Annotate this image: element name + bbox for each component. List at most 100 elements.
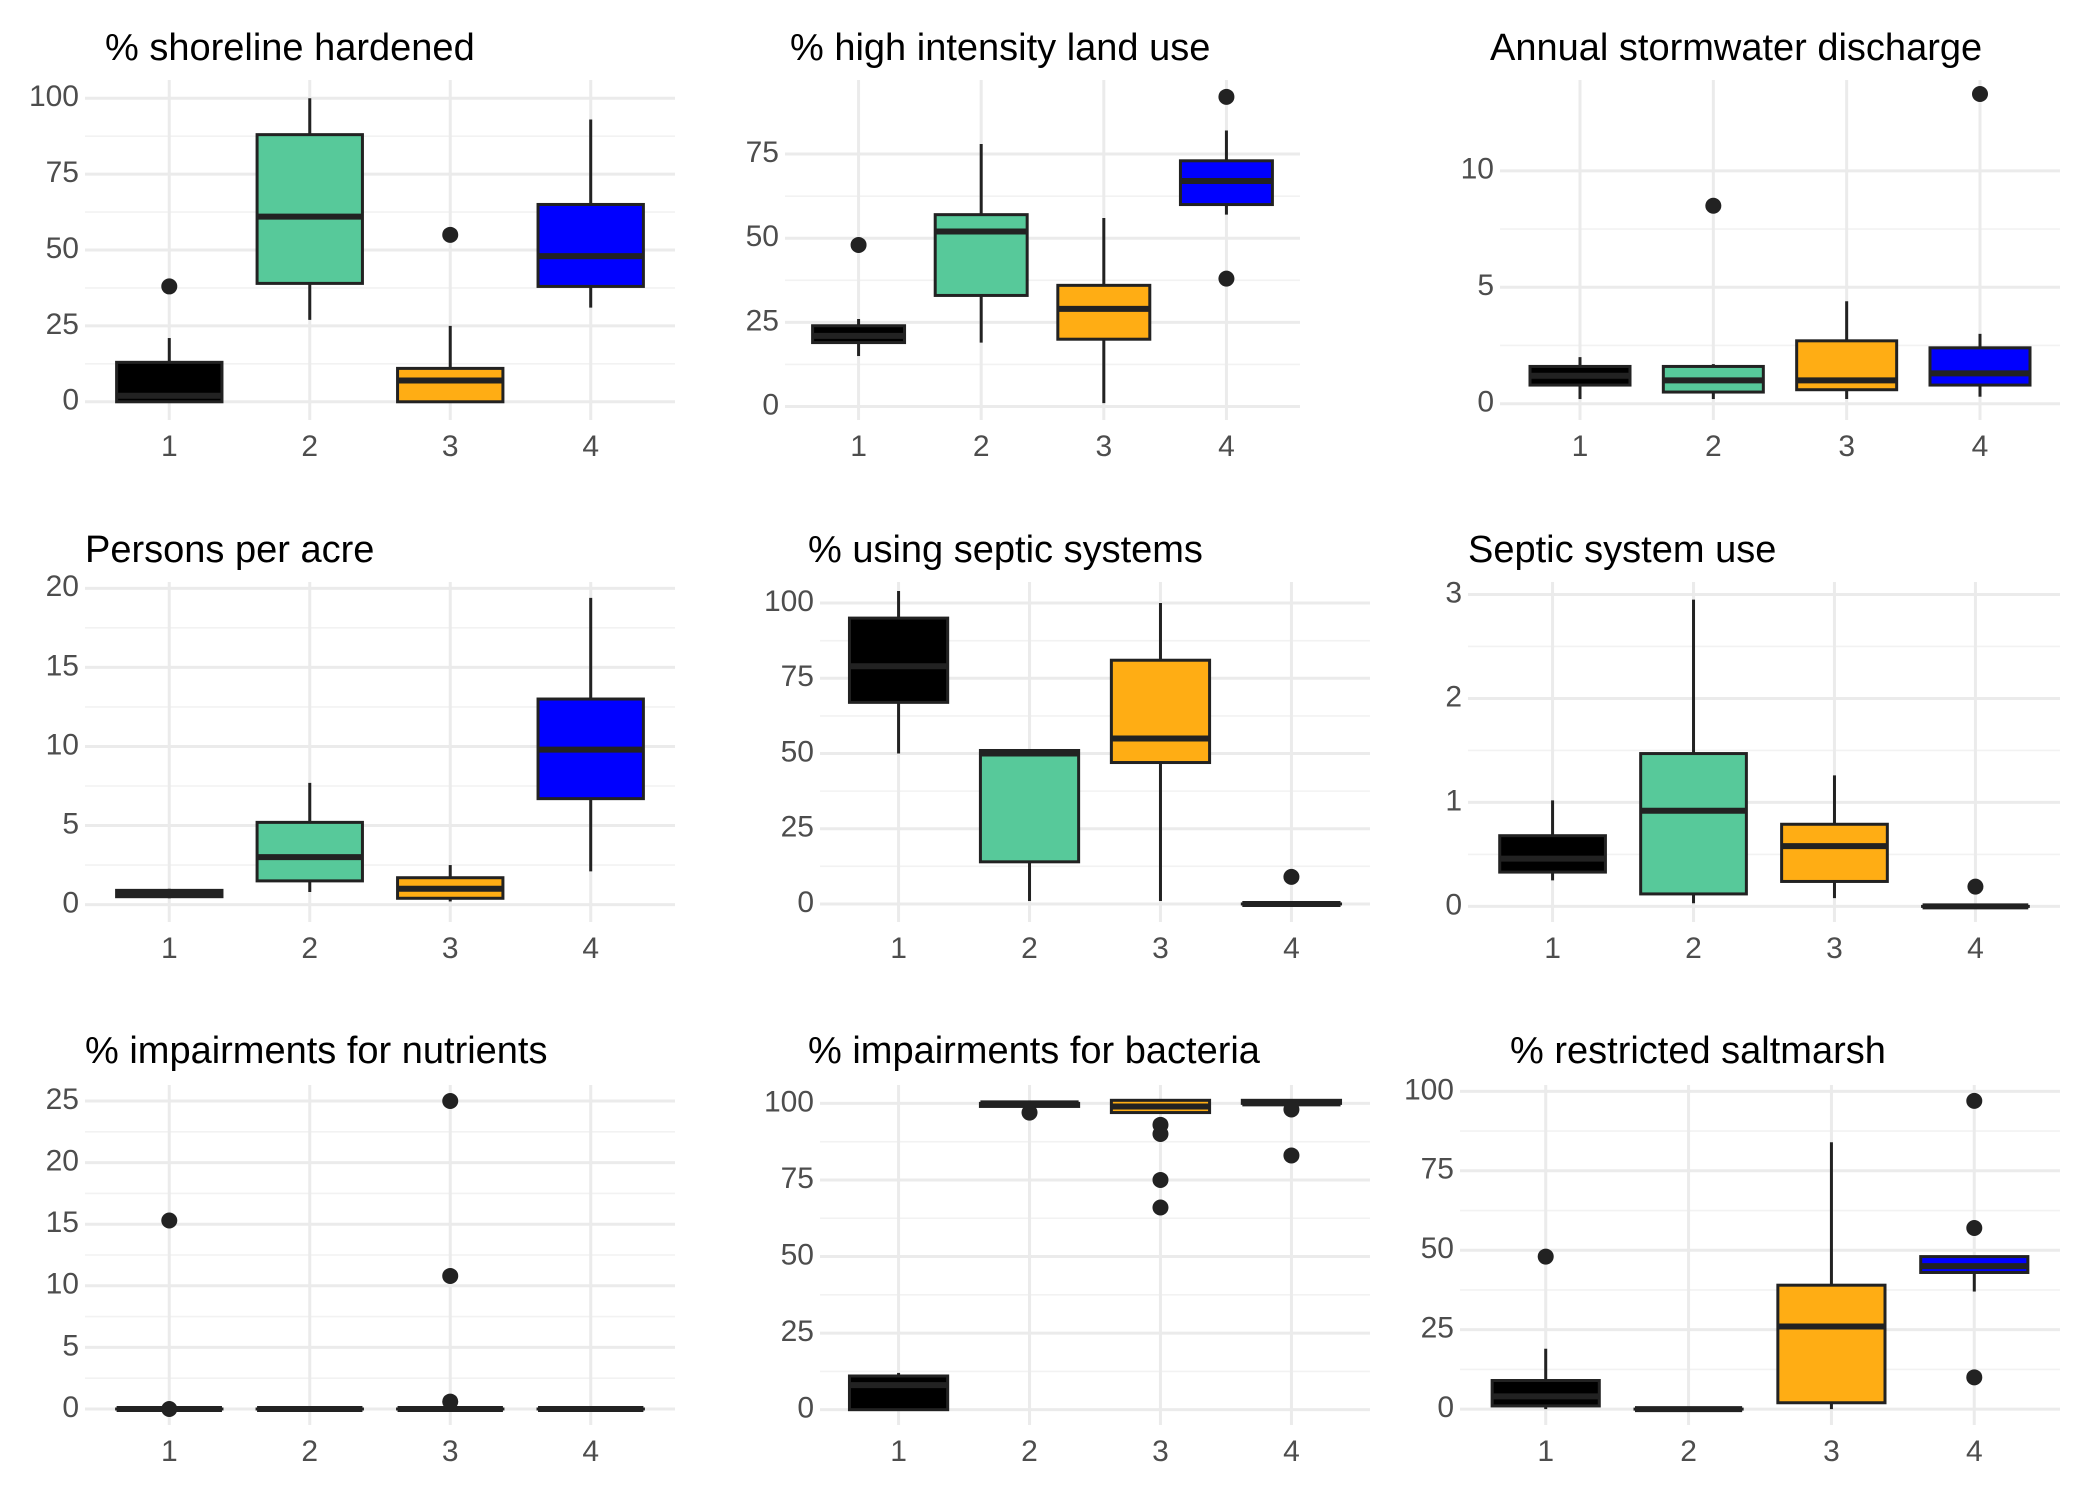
y-tick-label: 0 (62, 887, 79, 920)
panel-4: Persons per acre 0 5 10 15 20 1 2 3 4 (46, 529, 675, 965)
panel-title: % impairments for nutrients (85, 1030, 548, 1072)
y-tick-label: 0 (797, 886, 814, 919)
box (396, 366, 505, 404)
outlier-point (1218, 88, 1235, 105)
panel-title: Persons per acre (85, 529, 374, 571)
x-tick-label: 3 (442, 932, 459, 965)
x-tick-label: 4 (582, 1435, 599, 1468)
y-tick-label: 15 (46, 649, 79, 682)
y-tick-label: 25 (781, 811, 814, 844)
panel-title: % shoreline hardened (105, 27, 475, 69)
y-tick-label: 15 (46, 1206, 79, 1239)
x-tick-label: 2 (1021, 932, 1038, 965)
y-tick-label: 0 (1477, 386, 1494, 419)
y-tick-label: 1 (1445, 784, 1462, 817)
y-tick-label: 75 (781, 1162, 814, 1195)
x-tick-label: 1 (890, 1435, 907, 1468)
y-tick-label: 3 (1445, 576, 1462, 609)
outlier-point (442, 226, 459, 243)
box (255, 133, 364, 285)
outlier-point (1966, 1219, 1983, 1236)
x-tick-label: 4 (1972, 430, 1989, 463)
outlier-point (1972, 85, 1988, 102)
y-tick-label: 5 (1477, 269, 1494, 302)
box (1780, 822, 1889, 883)
y-tick-label: 0 (62, 384, 79, 417)
box (1109, 658, 1212, 765)
outlier-point (442, 1393, 459, 1410)
y-tick-label: 0 (762, 388, 779, 421)
x-tick-label: 3 (1095, 430, 1112, 463)
box (536, 202, 645, 288)
panel-title: % impairments for bacteria (808, 1030, 1261, 1072)
y-tick-label: 50 (46, 232, 79, 265)
panel-5: % using septic systems 0 25 50 75 100 1 2 3 4 (764, 529, 1370, 965)
x-tick-label: 1 (1572, 430, 1589, 463)
x-tick-label: 4 (1966, 1435, 1983, 1468)
x-tick-label: 4 (582, 430, 599, 463)
box (1776, 1283, 1887, 1405)
panel-title: % using septic systems (808, 529, 1203, 571)
box (255, 820, 364, 883)
panel-title: Septic system use (1468, 529, 1776, 571)
outlier-point (442, 1093, 459, 1110)
outlier-point (1966, 1092, 1983, 1109)
outlier-point (1705, 197, 1722, 214)
box (933, 213, 1029, 297)
x-tick-label: 4 (1283, 932, 1300, 965)
outlier-point (161, 1400, 178, 1417)
y-tick-label: 75 (46, 156, 79, 189)
panel-6: Septic system use 0 1 2 3 1 2 3 4 (1445, 529, 2060, 965)
outlier-point (1152, 1116, 1169, 1133)
y-tick-label: 100 (29, 80, 79, 113)
x-tick-label: 2 (1680, 1435, 1697, 1468)
y-tick-label: 25 (46, 308, 79, 341)
y-tick-label: 0 (1437, 1391, 1454, 1424)
y-tick-label: 20 (46, 1145, 79, 1178)
box (847, 1374, 950, 1412)
x-tick-label: 4 (582, 932, 599, 965)
x-tick-label: 2 (1705, 430, 1722, 463)
outlier-point (1152, 1199, 1169, 1216)
y-tick-label: 2 (1445, 680, 1462, 713)
x-tick-label: 3 (1152, 1435, 1169, 1468)
x-tick-label: 2 (301, 1435, 318, 1468)
box (1056, 283, 1152, 341)
x-tick-label: 1 (161, 932, 178, 965)
y-tick-label: 75 (1421, 1153, 1454, 1186)
outlier-point (1283, 868, 1300, 885)
outlier-point (1218, 270, 1235, 287)
x-tick-label: 4 (1283, 1435, 1300, 1468)
panel-7: % impairments for nutrients 0 5 10 15 20 25 1 2 3… (46, 1030, 675, 1468)
x-tick-label: 2 (1021, 1435, 1038, 1468)
outlier-point (161, 278, 178, 295)
x-tick-label: 2 (301, 430, 318, 463)
x-tick-label: 3 (442, 430, 459, 463)
x-tick-label: 4 (1218, 430, 1235, 463)
y-tick-label: 10 (46, 728, 79, 761)
box (1928, 346, 2032, 387)
y-tick-label: 10 (1461, 153, 1494, 186)
y-tick-label: 50 (781, 1238, 814, 1271)
x-tick-label: 1 (161, 430, 178, 463)
outlier-point (850, 236, 867, 253)
outlier-point (442, 1267, 459, 1284)
outlier-point (1283, 1101, 1300, 1118)
outlier-point (1283, 1147, 1300, 1164)
x-tick-label: 1 (1537, 1435, 1554, 1468)
y-tick-label: 20 (46, 570, 79, 603)
panel-title: Annual stormwater discharge (1490, 27, 1982, 69)
y-tick-label: 0 (62, 1391, 79, 1424)
x-tick-label: 3 (1823, 1435, 1840, 1468)
y-tick-label: 25 (46, 1083, 79, 1116)
panel-2: % high intensity land use 0 25 50 75 1 2 3 4 (746, 27, 1300, 463)
x-tick-label: 2 (1685, 932, 1702, 965)
y-tick-label: 50 (781, 735, 814, 768)
y-tick-label: 5 (62, 807, 79, 840)
panel-9: % restricted saltmarsh 0 25 50 75 100 1 2 3 4 (1404, 1030, 2060, 1468)
x-tick-label: 3 (442, 1435, 459, 1468)
box (847, 616, 950, 704)
panel-8: % impairments for bacteria 0 25 50 75 100 1 2 3 4 (764, 1030, 1370, 1468)
y-tick-label: 0 (797, 1392, 814, 1425)
